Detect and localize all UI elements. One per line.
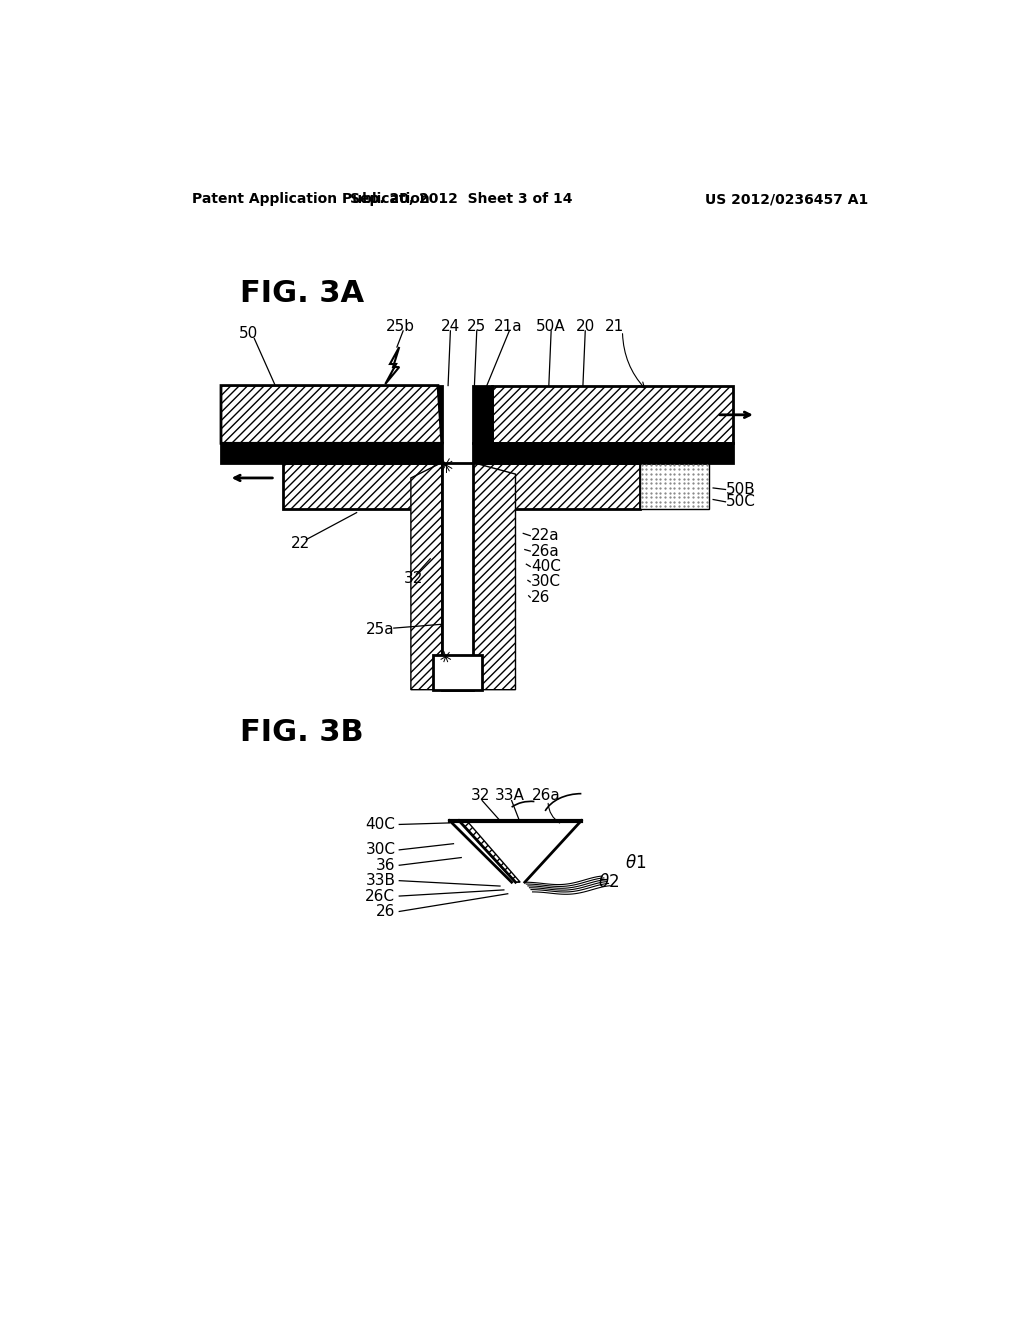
Text: US 2012/0236457 A1: US 2012/0236457 A1 bbox=[706, 193, 868, 206]
Bar bbox=[493, 385, 732, 444]
Text: 30C: 30C bbox=[531, 574, 561, 590]
Polygon shape bbox=[459, 821, 520, 882]
Text: $\theta$2: $\theta$2 bbox=[598, 874, 620, 891]
Text: 33A: 33A bbox=[495, 788, 524, 804]
Text: 26: 26 bbox=[531, 590, 550, 605]
Text: 50: 50 bbox=[239, 326, 258, 342]
Text: 32: 32 bbox=[471, 788, 490, 804]
Text: 25a: 25a bbox=[366, 622, 394, 638]
Bar bbox=[221, 444, 442, 462]
Text: Sep. 20, 2012  Sheet 3 of 14: Sep. 20, 2012 Sheet 3 of 14 bbox=[350, 193, 572, 206]
Text: 20: 20 bbox=[575, 318, 595, 334]
Text: 50A: 50A bbox=[537, 318, 566, 334]
Polygon shape bbox=[640, 462, 710, 508]
Text: 50B: 50B bbox=[726, 482, 756, 498]
Text: 30C: 30C bbox=[366, 842, 395, 858]
Text: 21a: 21a bbox=[494, 318, 522, 334]
Text: Patent Application Publication: Patent Application Publication bbox=[193, 193, 430, 206]
Bar bbox=[283, 462, 442, 508]
Text: 25b: 25b bbox=[386, 318, 416, 334]
Polygon shape bbox=[473, 385, 493, 444]
Text: 26a: 26a bbox=[532, 788, 561, 804]
Text: 33B: 33B bbox=[366, 873, 395, 888]
Bar bbox=[473, 444, 732, 462]
Bar bbox=[473, 462, 640, 508]
Polygon shape bbox=[438, 385, 442, 444]
Text: 50C: 50C bbox=[726, 494, 756, 510]
Text: FIG. 3A: FIG. 3A bbox=[241, 279, 365, 308]
Text: 26C: 26C bbox=[366, 888, 395, 904]
Text: FIG. 3B: FIG. 3B bbox=[241, 718, 364, 747]
Bar bbox=[442, 462, 473, 689]
Text: 21: 21 bbox=[605, 318, 625, 334]
Text: 40C: 40C bbox=[366, 817, 395, 832]
Text: 26a: 26a bbox=[531, 544, 560, 558]
Polygon shape bbox=[221, 385, 442, 444]
Polygon shape bbox=[411, 462, 442, 689]
Text: 26: 26 bbox=[376, 904, 395, 919]
Text: 32: 32 bbox=[403, 570, 423, 586]
Bar bbox=[432, 655, 482, 689]
Polygon shape bbox=[385, 347, 399, 384]
Text: 22: 22 bbox=[291, 536, 309, 550]
Text: 22a: 22a bbox=[531, 528, 560, 544]
Text: 25: 25 bbox=[467, 318, 486, 334]
Text: 36: 36 bbox=[376, 858, 395, 873]
Text: $\theta$1: $\theta$1 bbox=[625, 854, 646, 873]
Polygon shape bbox=[473, 462, 515, 689]
Text: 40C: 40C bbox=[531, 558, 561, 574]
Text: 24: 24 bbox=[440, 318, 460, 334]
